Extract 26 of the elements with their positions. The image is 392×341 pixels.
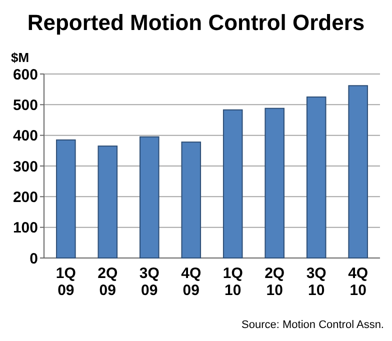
y-tick-label: 300 bbox=[12, 158, 38, 176]
x-tick-label: 2Q 09 bbox=[98, 265, 118, 299]
x-tick-label: 4Q 10 bbox=[348, 265, 368, 299]
bar bbox=[56, 139, 76, 258]
bar bbox=[181, 142, 202, 258]
y-tick-label: 200 bbox=[12, 188, 38, 206]
x-tick-label: 3Q 10 bbox=[306, 265, 327, 299]
bar bbox=[98, 146, 118, 258]
bar bbox=[140, 136, 160, 258]
y-tick-label: 500 bbox=[12, 96, 38, 114]
x-tick-label: 1Q 10 bbox=[222, 265, 244, 299]
y-tick-label: 100 bbox=[12, 220, 38, 237]
x-tick-label: 3Q 09 bbox=[139, 265, 160, 299]
y-axis-title: $M bbox=[10, 50, 30, 65]
bar bbox=[348, 85, 368, 258]
x-tick-label: 2Q 10 bbox=[264, 265, 285, 299]
bar bbox=[222, 109, 243, 258]
y-tick-label: 0 bbox=[30, 250, 38, 268]
y-tick-label: 400 bbox=[12, 128, 38, 145]
bar bbox=[264, 108, 284, 258]
bar bbox=[306, 96, 326, 258]
x-tick-label: 1Q 09 bbox=[56, 265, 76, 299]
source-note: Source: Motion Control Assn. bbox=[242, 319, 384, 331]
chart-title: Reported Motion Control Orders bbox=[27, 10, 365, 35]
x-tick-label: 4Q 09 bbox=[181, 265, 202, 299]
y-tick-label: 600 bbox=[12, 66, 38, 84]
